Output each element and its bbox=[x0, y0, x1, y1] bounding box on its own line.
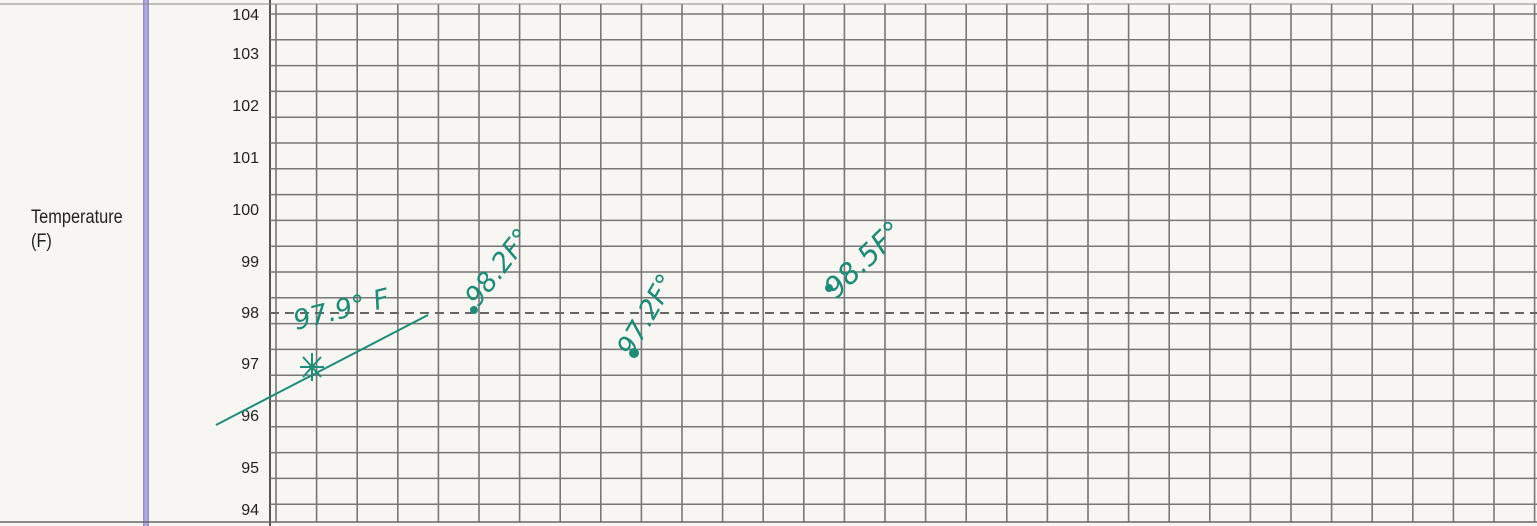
tick-label: 97 bbox=[241, 356, 259, 373]
reading-label-2: 98.2F° bbox=[459, 223, 538, 312]
temperature-unit: (F) bbox=[31, 231, 52, 252]
tick-label: 99 bbox=[241, 254, 259, 271]
tick-label: 102 bbox=[232, 98, 259, 115]
tick-label: 96 bbox=[241, 408, 259, 425]
tick-label: 104 bbox=[232, 7, 259, 24]
tick-label: 94 bbox=[241, 502, 259, 519]
reading-label-4: 98.5F° bbox=[817, 214, 910, 305]
tick-label: 101 bbox=[232, 150, 259, 167]
reading-marker-4 bbox=[825, 284, 833, 292]
reading-marker-3 bbox=[629, 348, 639, 358]
reading-label-1: 97.9° F bbox=[290, 283, 393, 337]
tick-label: 103 bbox=[232, 46, 259, 63]
reading-marker-2 bbox=[470, 306, 478, 314]
temperature-label: Temperature (F) bbox=[31, 206, 123, 254]
reading-label-3: 97.2F° bbox=[611, 269, 682, 362]
binding-stripe bbox=[143, 0, 149, 526]
temperature-label-text: Temperature bbox=[31, 207, 123, 228]
grid-lines bbox=[0, 3, 1537, 523]
reading-marker-1 bbox=[300, 353, 324, 381]
y-axis-column: 104 103 102 101 100 99 98 97 96 95 94 bbox=[149, 0, 271, 526]
tick-label: 95 bbox=[241, 460, 259, 477]
tick-label: 100 bbox=[232, 202, 259, 219]
handwritten-trend-line bbox=[215, 314, 429, 426]
tick-label: 98 bbox=[241, 305, 259, 322]
